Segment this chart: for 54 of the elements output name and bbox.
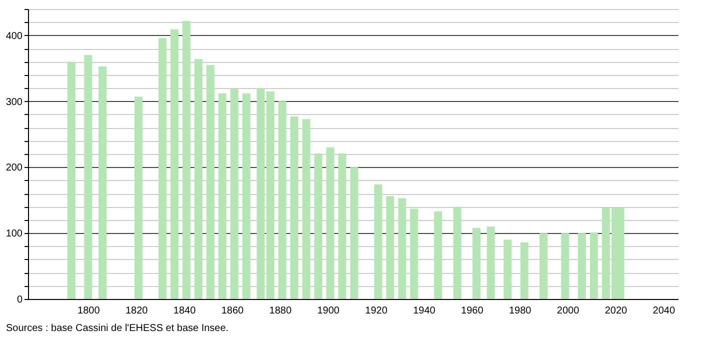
bar — [84, 55, 92, 299]
bar — [504, 240, 512, 299]
bar — [98, 66, 107, 299]
x-tick-label: 1980 — [508, 306, 532, 316]
x-tick-label: 1800 — [78, 306, 100, 316]
bar — [206, 65, 214, 299]
bar — [302, 119, 310, 299]
bar — [410, 208, 418, 299]
bar — [218, 93, 226, 299]
bar — [242, 93, 250, 299]
bar — [561, 233, 570, 299]
x-tick-label: 1920 — [365, 306, 388, 316]
bar — [520, 242, 528, 299]
bar — [326, 147, 334, 299]
bar — [434, 211, 442, 299]
bar — [134, 96, 142, 299]
bar — [266, 91, 274, 299]
x-tick-label: 2040 — [652, 306, 676, 316]
bar — [374, 184, 382, 299]
x-tick-label: 2020 — [604, 306, 628, 316]
bar — [230, 88, 238, 299]
x-tick-label: 1880 — [269, 306, 292, 316]
bar — [256, 88, 265, 299]
y-tick-label: 100 — [6, 228, 23, 240]
bar — [486, 226, 495, 299]
bar — [314, 153, 322, 299]
x-tick-label: 1820 — [125, 306, 148, 316]
x-tick-label: 1860 — [221, 306, 244, 316]
bar — [540, 233, 548, 299]
x-tick-label: 1940 — [413, 306, 436, 316]
bar — [170, 29, 178, 299]
bar — [350, 167, 358, 299]
x-tick-label: 1840 — [173, 306, 196, 316]
bar — [290, 116, 298, 299]
bar — [453, 206, 462, 299]
x-tick-label: 1960 — [461, 306, 484, 316]
bar — [386, 196, 394, 299]
y-tick-label: 200 — [6, 162, 23, 174]
bar — [278, 101, 286, 299]
bar — [398, 198, 406, 299]
y-tick-label: 0 — [16, 294, 23, 306]
bar — [338, 153, 346, 299]
bar — [578, 233, 586, 299]
x-tick-label: 2000 — [556, 306, 580, 316]
bar — [158, 38, 166, 299]
source-note: Sources : base Cassini de l'EHESS et base Insee. — [6, 323, 229, 334]
bar — [194, 59, 202, 299]
bar — [182, 20, 190, 299]
y-tick-label: 300 — [6, 96, 23, 108]
bar — [590, 232, 598, 299]
x-tick-label: 1900 — [317, 306, 340, 316]
bar — [472, 228, 480, 299]
bar — [67, 62, 76, 299]
y-tick-label: 400 — [6, 30, 23, 42]
